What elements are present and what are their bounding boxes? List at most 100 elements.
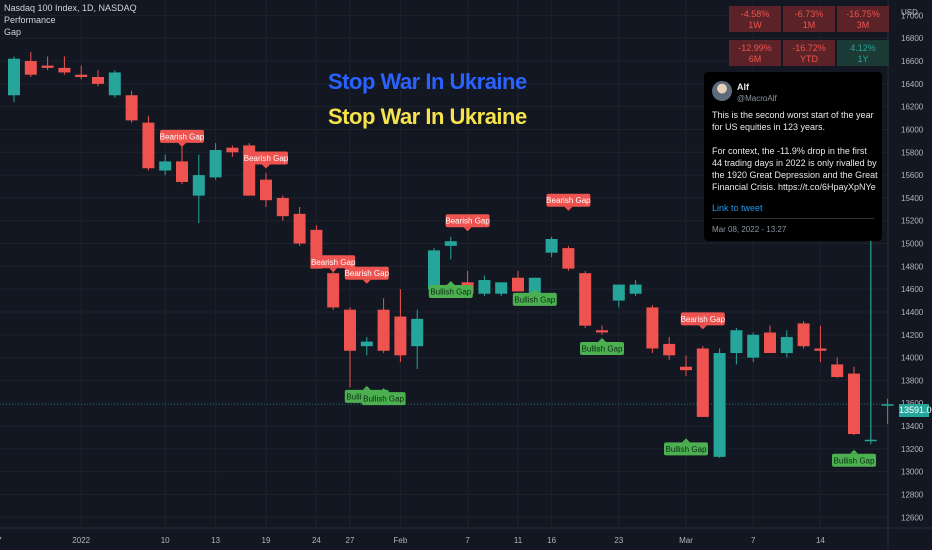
x-tick-label: 27 <box>0 536 2 545</box>
candle-body <box>8 58 20 96</box>
label-box <box>664 442 708 456</box>
candle-body <box>276 197 289 217</box>
x-tick-label: 23 <box>614 536 623 545</box>
perf-value: -6.73% <box>794 9 824 19</box>
label-box <box>361 392 406 406</box>
x-tick-label: 10 <box>161 536 170 545</box>
candle-body <box>344 309 356 351</box>
x-tick-label: 7 <box>751 536 756 545</box>
tweet-link[interactable]: Link to tweet <box>712 203 763 213</box>
candle-body <box>864 439 877 442</box>
y-tick-label: 14200 <box>901 331 924 340</box>
x-tick-label: 11 <box>514 536 523 545</box>
gap-labels: Bearish Gap Bearish Gap Bearish Gap Bearish… <box>160 129 876 467</box>
y-tick-label: 13600 <box>901 399 924 408</box>
candle-body <box>58 67 71 73</box>
currency-label: USD <box>901 8 918 17</box>
candle-body <box>75 74 88 78</box>
avatar <box>712 81 732 101</box>
label-pointer <box>682 438 690 443</box>
candle-body <box>747 334 760 358</box>
banner-line-1: Stop War In Ukraine <box>328 69 527 94</box>
label-box <box>546 193 591 207</box>
label-pointer <box>530 288 539 293</box>
bearish-gap-label: Bearish Gap <box>244 151 289 169</box>
bullish-gap-label: Bullish Gap <box>832 449 876 467</box>
candle-body <box>512 277 524 292</box>
label-box <box>832 453 876 467</box>
candle-body <box>780 337 793 354</box>
performance-table: -4.58% 1W -6.73% 1M -16.75% 3M -12.99% 6M -1… <box>729 6 891 68</box>
candle-body <box>428 250 440 290</box>
x-tick-label: Mar <box>679 536 693 545</box>
tweet-card[interactable]: Alf @MacroAlf This is the second worst s… <box>704 72 882 241</box>
label-pointer <box>564 206 573 211</box>
y-tick-label: 13800 <box>901 376 924 385</box>
gap-label-text: Bullish Gap <box>514 295 555 304</box>
bearish-gap-label: Bearish Gap <box>345 266 390 284</box>
candle-body <box>545 238 558 253</box>
perf-value: -4.58% <box>740 9 770 19</box>
label-pointer <box>850 449 858 454</box>
bullish-gap-label: Bullish Gap <box>428 280 473 298</box>
gap-label-text: Bearish Gap <box>160 132 205 141</box>
candle-body <box>848 373 860 435</box>
tweet-author-name: Alf <box>737 82 749 92</box>
candle-body <box>226 147 239 153</box>
bullish-gap-label: Bullish Gap <box>361 388 406 406</box>
indicator-performance[interactable]: Performance <box>4 15 56 25</box>
perf-label: 1W <box>748 20 762 30</box>
label-pointer <box>698 325 707 330</box>
perf-cell-3m: -16.75% 3M <box>837 6 889 32</box>
tweet-author-handle: @MacroAlf <box>737 94 777 103</box>
candle-body <box>41 65 54 68</box>
candle-body <box>646 307 659 349</box>
gap-label-text: Bearish Gap <box>311 258 356 267</box>
y-tick-label: 16000 <box>901 125 924 134</box>
divider <box>712 218 874 219</box>
label-box <box>580 341 624 355</box>
price-axis: 12600 12800 13000 13200 13400 13600 13800 14000… <box>901 11 924 522</box>
indicator-gap[interactable]: Gap <box>4 27 22 37</box>
y-tick-label: 16600 <box>901 57 924 66</box>
symbol-title[interactable]: Nasdaq 100 Index, 1D, NASDAQ <box>4 3 137 13</box>
label-pointer <box>329 268 338 273</box>
x-tick-label: 27 <box>346 536 355 545</box>
x-tick-label: 13 <box>211 536 220 545</box>
y-tick-label: 12600 <box>901 513 924 522</box>
candle-body <box>192 175 205 196</box>
bearish-gap-label: Bearish Gap <box>160 129 205 147</box>
candle-body <box>663 343 676 356</box>
candle-body <box>108 72 121 96</box>
candle-bodies <box>8 58 894 457</box>
candle-body <box>478 280 491 294</box>
candle-body <box>360 341 373 347</box>
x-tick-label: 19 <box>262 536 271 545</box>
label-pointer <box>446 280 455 285</box>
perf-value: 4.12% <box>850 43 876 53</box>
candle-body <box>260 179 272 201</box>
banner-line-2: Stop War In Ukraine <box>328 104 527 129</box>
bearish-gap-label: Bearish Gap <box>445 214 490 232</box>
candle-body <box>730 330 743 354</box>
candle-body <box>159 161 172 171</box>
gap-label-text: Bullish Gap <box>430 287 471 296</box>
y-tick-label: 16400 <box>901 80 924 89</box>
perf-label: 6M <box>748 54 762 64</box>
bullish-gap-label: Bullish Gap <box>664 438 708 456</box>
candle-body <box>176 161 188 182</box>
perf-label: 3M <box>856 20 870 30</box>
perf-cell-1y: 4.12% 1Y <box>837 40 889 66</box>
x-tick-label: 14 <box>816 536 825 545</box>
y-tick-label: 14400 <box>901 308 924 317</box>
gap-label-text: Bullish Gap <box>834 456 875 465</box>
bearish-gap-label: Bearish Gap <box>546 193 591 211</box>
perf-label: YTD <box>800 54 818 64</box>
label-box <box>244 151 288 165</box>
y-tick-label: 15800 <box>901 148 924 157</box>
y-tick-label: 16800 <box>901 34 924 43</box>
y-tick-label: 15400 <box>901 194 924 203</box>
perf-cell-ytd: -16.72% YTD <box>783 40 835 66</box>
x-tick-label: Feb <box>394 536 408 545</box>
candle-body <box>327 273 340 308</box>
